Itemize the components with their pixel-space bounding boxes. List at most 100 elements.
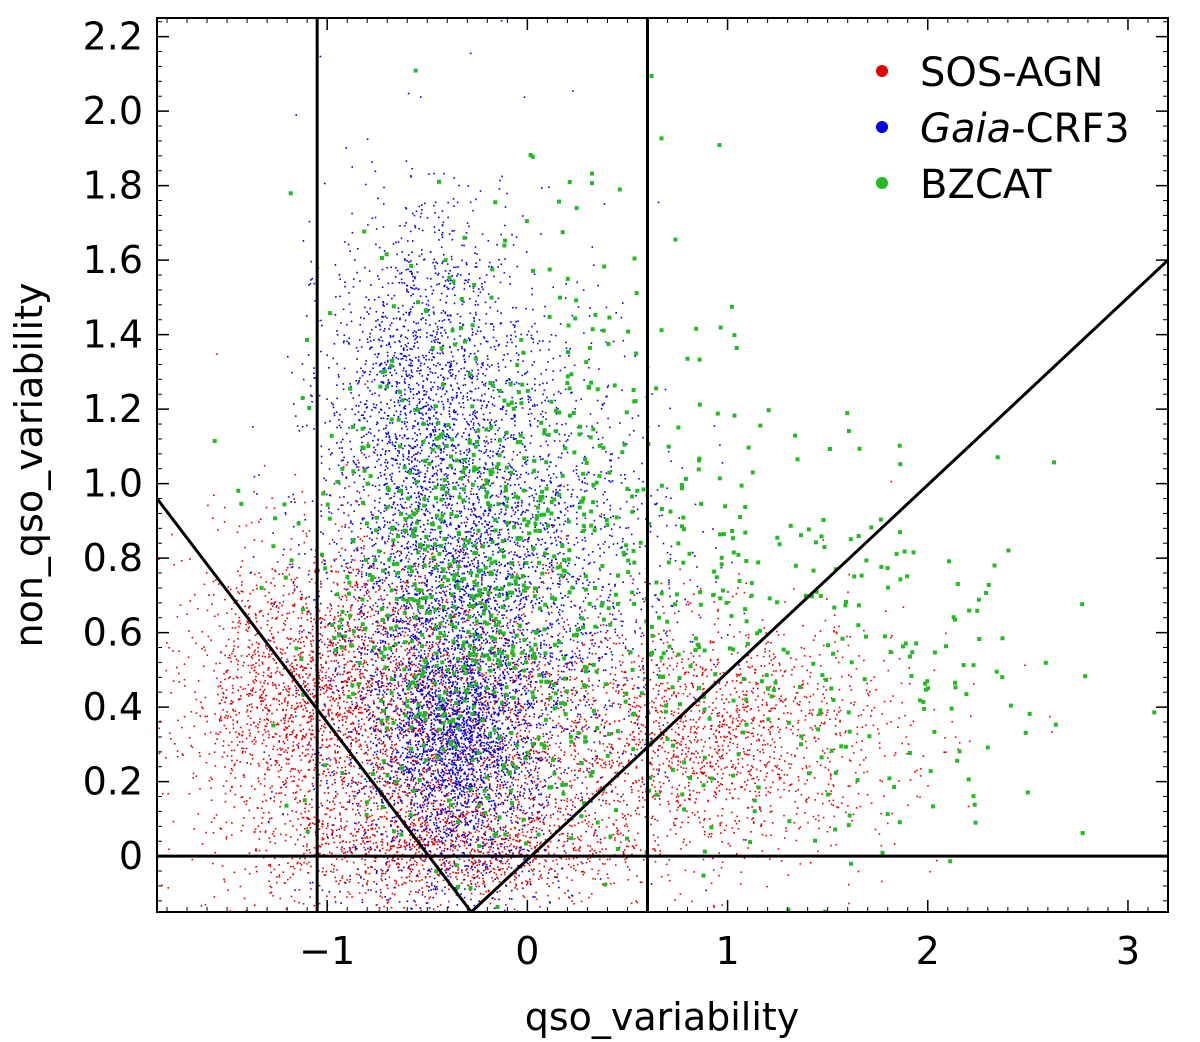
data-point xyxy=(367,562,369,564)
data-point xyxy=(258,780,260,783)
data-point xyxy=(383,627,385,630)
data-point xyxy=(241,747,243,750)
data-point xyxy=(568,858,570,860)
data-point xyxy=(250,521,253,524)
data-point xyxy=(204,696,207,699)
data-point xyxy=(347,562,349,564)
data-point xyxy=(507,638,510,641)
data-point xyxy=(348,754,351,756)
data-point xyxy=(535,681,538,683)
data-point xyxy=(264,698,266,701)
data-point xyxy=(672,750,675,752)
data-point xyxy=(383,704,385,707)
data-point xyxy=(259,718,261,720)
data-point xyxy=(473,849,475,852)
data-point xyxy=(308,761,310,763)
data-point xyxy=(513,755,516,757)
data-point xyxy=(340,848,343,850)
data-point xyxy=(638,779,640,782)
data-point xyxy=(380,722,382,725)
data-point xyxy=(306,535,308,537)
data-point xyxy=(411,868,414,871)
data-point xyxy=(354,790,356,793)
data-point xyxy=(364,704,366,706)
data-point xyxy=(402,677,404,680)
data-point xyxy=(447,810,449,813)
data-point xyxy=(287,747,289,749)
data-point xyxy=(414,508,416,510)
data-point xyxy=(289,876,292,879)
data-point xyxy=(870,679,872,682)
data-point xyxy=(380,598,382,600)
data-point xyxy=(415,586,417,589)
data-point xyxy=(432,732,435,734)
data-point xyxy=(400,808,403,810)
data-point xyxy=(659,803,661,806)
data-point xyxy=(448,777,450,779)
data-point xyxy=(498,633,501,635)
data-point xyxy=(293,588,296,590)
data-point xyxy=(421,786,423,789)
data-point xyxy=(380,729,382,732)
data-point xyxy=(881,780,883,783)
data-point xyxy=(360,654,362,656)
data-point xyxy=(534,796,536,798)
data-point xyxy=(279,602,281,604)
data-point xyxy=(224,800,227,803)
data-point xyxy=(249,732,251,735)
data-point xyxy=(512,766,515,769)
data-point xyxy=(492,880,494,882)
data-point xyxy=(604,637,606,639)
data-point xyxy=(570,730,572,732)
data-point xyxy=(285,908,288,910)
data-point xyxy=(321,654,324,656)
data-point xyxy=(444,808,446,811)
data-point xyxy=(380,595,382,597)
data-point xyxy=(870,802,873,804)
data-point xyxy=(640,730,642,733)
data-point xyxy=(481,478,483,481)
data-point xyxy=(682,728,684,731)
data-point xyxy=(363,830,366,832)
data-point xyxy=(421,721,423,724)
data-point xyxy=(386,849,388,851)
data-point xyxy=(777,634,780,636)
data-point xyxy=(279,671,281,674)
data-point xyxy=(600,786,602,788)
data-point xyxy=(765,702,768,704)
data-point xyxy=(366,744,368,746)
data-point xyxy=(457,695,460,698)
data-point xyxy=(492,620,494,622)
data-point xyxy=(498,679,501,682)
data-point xyxy=(612,642,615,645)
data-point xyxy=(667,800,669,803)
data-point xyxy=(459,566,462,568)
data-point xyxy=(199,715,202,717)
data-point xyxy=(388,602,391,604)
data-point xyxy=(265,725,268,728)
data-point xyxy=(299,655,302,658)
data-point xyxy=(311,625,314,628)
data-point xyxy=(690,741,692,744)
data-point xyxy=(495,641,497,644)
data-point xyxy=(588,821,590,823)
data-point xyxy=(483,724,486,726)
data-point xyxy=(242,664,244,667)
data-point xyxy=(517,784,519,787)
data-point xyxy=(478,728,481,730)
data-point xyxy=(474,624,476,626)
data-point xyxy=(448,655,450,657)
data-point xyxy=(436,827,438,830)
data-point xyxy=(471,695,473,697)
data-point xyxy=(213,593,215,596)
data-point xyxy=(342,806,345,808)
data-point xyxy=(634,810,637,812)
data-point xyxy=(325,684,327,686)
data-point xyxy=(560,562,562,565)
data-point xyxy=(394,602,397,604)
data-point xyxy=(265,704,268,706)
data-point xyxy=(304,681,307,683)
data-point xyxy=(452,704,455,706)
data-point xyxy=(442,803,444,806)
data-point xyxy=(364,633,366,635)
